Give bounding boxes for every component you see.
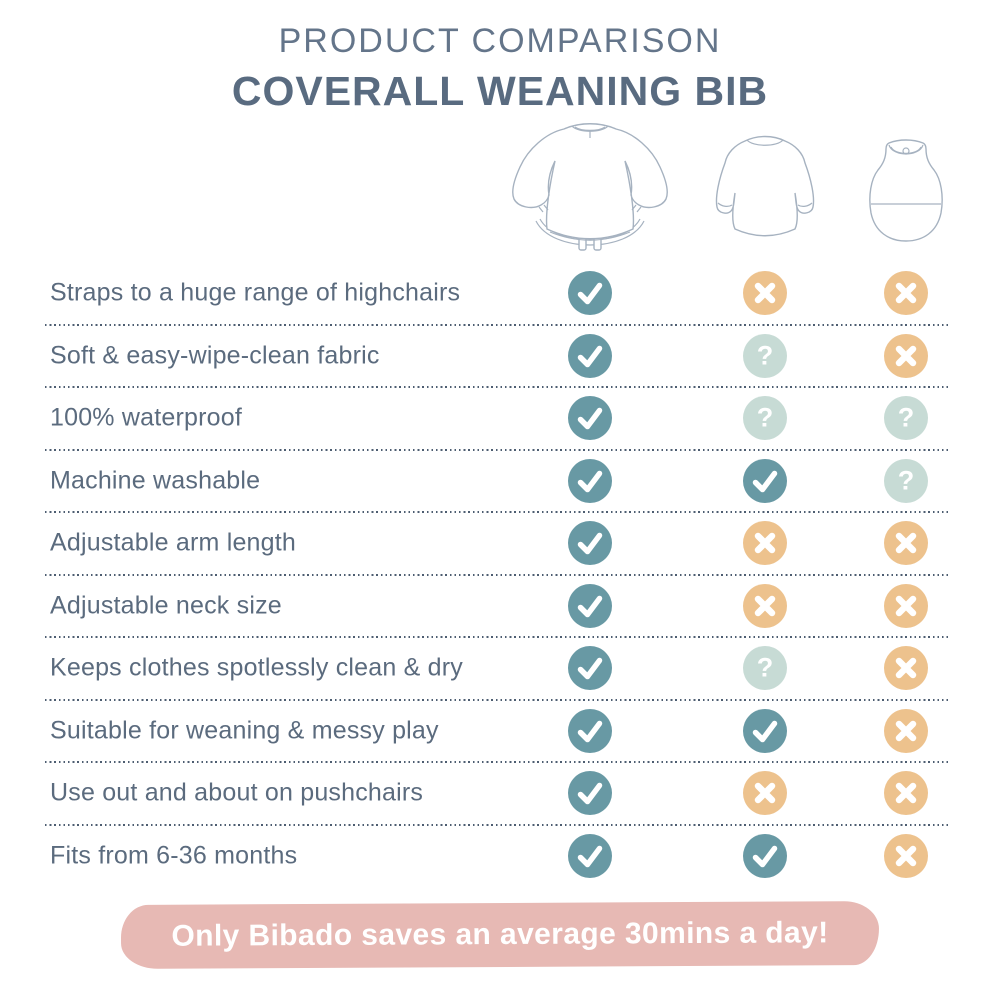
- cross-icon: [884, 646, 928, 691]
- check-icon: [568, 771, 612, 816]
- smock-bib-illustration: [715, 135, 815, 237]
- yes-cell: [568, 583, 612, 628]
- no-cell: [884, 646, 928, 691]
- yes-cell: [743, 708, 787, 753]
- cross-icon: [743, 271, 787, 316]
- feature-label: Suitable for weaning & messy play: [50, 716, 439, 745]
- svg-text:?: ?: [757, 653, 774, 683]
- maybe-cell: ?: [743, 646, 787, 691]
- cross-icon: [884, 333, 928, 378]
- yes-cell: [568, 396, 612, 441]
- cross-icon: [884, 583, 928, 628]
- question-icon: ?: [884, 396, 928, 441]
- comparison-table: Straps to a huge range of highchairs Soft…: [0, 262, 1000, 887]
- feature-label: Machine washable: [50, 466, 261, 495]
- yes-cell: [743, 833, 787, 878]
- no-cell: [743, 521, 787, 566]
- check-icon: [568, 583, 612, 628]
- feature-row: Soft & easy-wipe-clean fabric?: [0, 323, 1000, 388]
- yes-cell: [568, 271, 612, 316]
- feature-row: 100% waterproof??: [0, 386, 1000, 450]
- check-icon: [743, 708, 787, 753]
- check-icon: [568, 708, 612, 753]
- cross-icon: [743, 583, 787, 628]
- no-cell: [884, 583, 928, 628]
- no-cell: [884, 333, 928, 378]
- no-cell: [884, 771, 928, 816]
- banner-text: Only Bibado saves an average 30mins a da…: [171, 916, 829, 953]
- yes-cell: [568, 708, 612, 753]
- cross-icon: [884, 708, 928, 753]
- feature-row: Machine washable?: [0, 448, 1000, 513]
- no-cell: [884, 521, 928, 566]
- svg-text:?: ?: [898, 403, 915, 433]
- maybe-cell: ?: [743, 333, 787, 378]
- check-icon: [568, 396, 612, 441]
- pocket-bib-illustration: [869, 139, 943, 242]
- yes-cell: [568, 771, 612, 816]
- cross-icon: [884, 521, 928, 566]
- yes-cell: [568, 333, 612, 378]
- feature-label: Adjustable neck size: [50, 591, 282, 620]
- feature-label: Soft & easy-wipe-clean fabric: [50, 341, 380, 370]
- cross-icon: [884, 271, 928, 316]
- highlight-banner: Only Bibado saves an average 30mins a da…: [120, 901, 880, 969]
- question-icon: ?: [884, 458, 928, 503]
- yes-cell: [743, 458, 787, 503]
- check-icon: [568, 333, 612, 378]
- check-icon: [743, 458, 787, 503]
- feature-label: Adjustable arm length: [50, 528, 297, 557]
- feature-row: Adjustable neck size: [0, 573, 1000, 638]
- no-cell: [884, 271, 928, 316]
- coverall-bib-illustration: [512, 123, 668, 251]
- no-cell: [743, 771, 787, 816]
- check-icon: [568, 833, 612, 878]
- feature-label: Straps to a huge range of highchairs: [50, 278, 461, 307]
- cross-icon: [743, 521, 787, 566]
- question-icon: ?: [743, 396, 787, 441]
- maybe-cell: ?: [743, 396, 787, 441]
- svg-text:?: ?: [898, 465, 915, 495]
- cross-icon: [884, 833, 928, 878]
- cross-icon: [743, 771, 787, 816]
- cross-icon: [884, 771, 928, 816]
- eyebrow-title: PRODUCT COMPARISON: [278, 22, 722, 60]
- question-icon: ?: [743, 333, 787, 378]
- feature-row: Fits from 6-36 months: [0, 823, 1000, 888]
- no-cell: [743, 271, 787, 316]
- maybe-cell: ?: [884, 458, 928, 503]
- check-icon: [568, 646, 612, 691]
- no-cell: [884, 833, 928, 878]
- feature-label: Keeps clothes spotlessly clean & dry: [50, 653, 463, 682]
- check-icon: [743, 833, 787, 878]
- check-icon: [568, 271, 612, 316]
- no-cell: [743, 583, 787, 628]
- svg-text:?: ?: [757, 340, 774, 370]
- check-icon: [568, 458, 612, 503]
- feature-row: Keeps clothes spotlessly clean & dry?: [0, 636, 1000, 700]
- check-icon: [568, 521, 612, 566]
- svg-text:?: ?: [757, 403, 774, 433]
- feature-row: Suitable for weaning & messy play: [0, 698, 1000, 763]
- yes-cell: [568, 833, 612, 878]
- yes-cell: [568, 646, 612, 691]
- feature-row: Use out and about on pushchairs: [0, 761, 1000, 825]
- feature-label: 100% waterproof: [50, 403, 243, 432]
- feature-row: Adjustable arm length: [0, 511, 1000, 575]
- maybe-cell: ?: [884, 396, 928, 441]
- yes-cell: [568, 458, 612, 503]
- feature-row: Straps to a huge range of highchairs: [0, 262, 1000, 325]
- feature-label: Fits from 6-36 months: [50, 841, 298, 870]
- yes-cell: [568, 521, 612, 566]
- page-title: COVERALL WEANING BIB: [231, 68, 769, 114]
- feature-label: Use out and about on pushchairs: [50, 778, 424, 807]
- question-icon: ?: [743, 646, 787, 691]
- no-cell: [884, 708, 928, 753]
